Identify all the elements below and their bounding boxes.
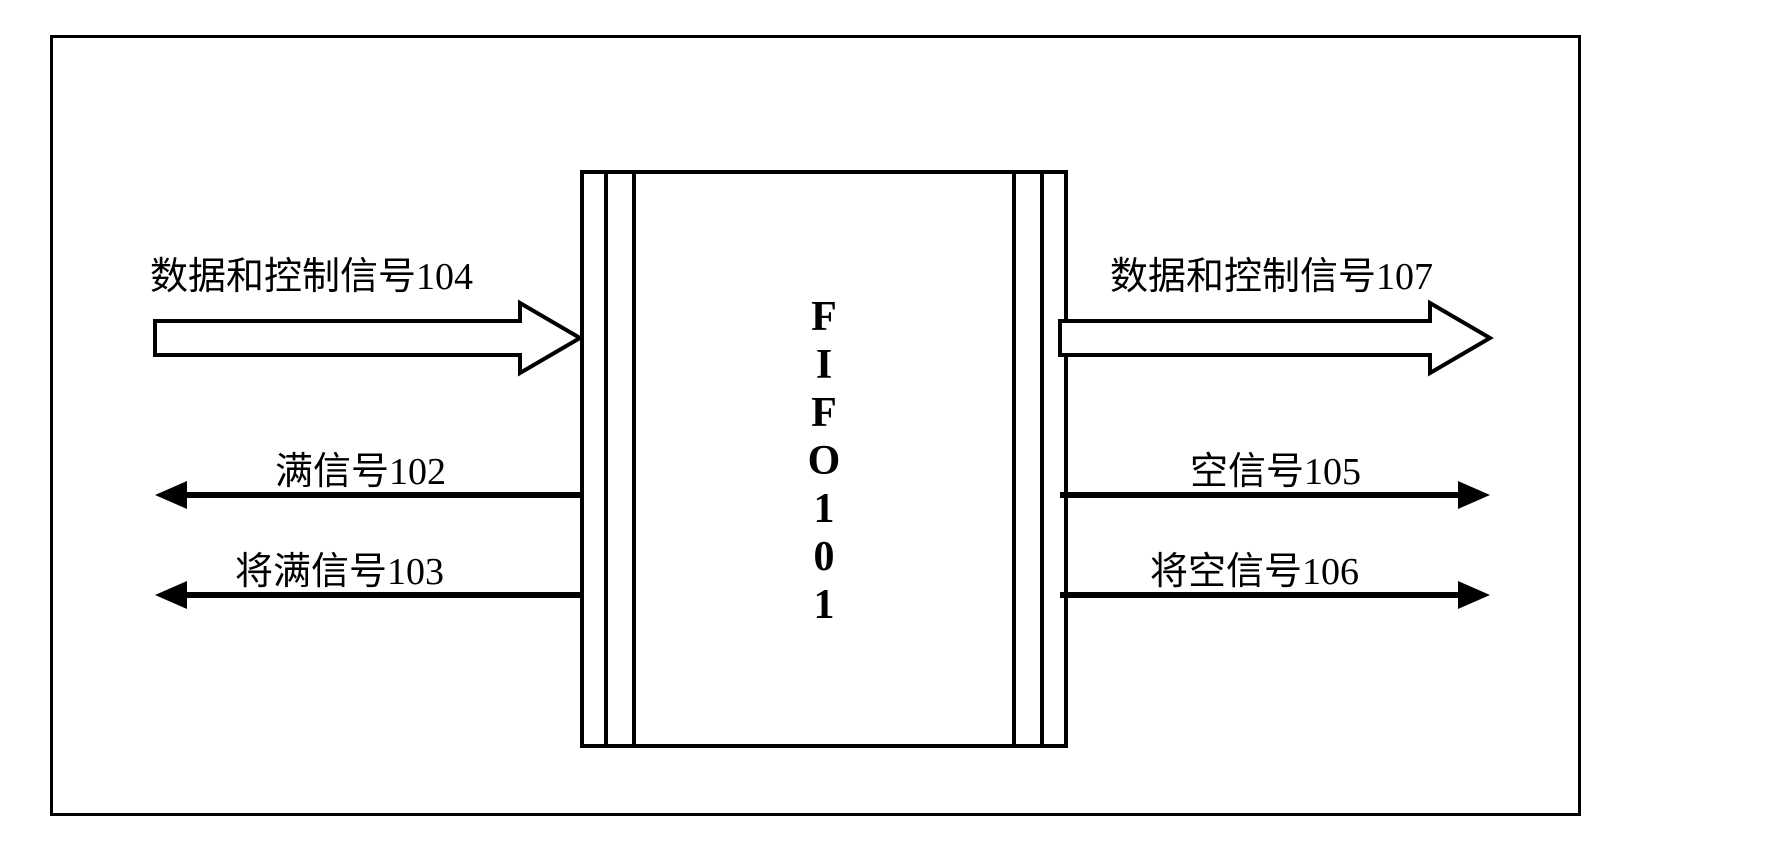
arrow-empty [1060,481,1490,509]
arrow-data-out [1060,303,1490,373]
label-data-ctrl-in: 数据和控制信号104 [150,245,473,300]
fifo-bar-left-2 [632,174,636,744]
diagram-canvas: FIFO101 数据和控制信号104 满信号102 将满信号103 数据和控制信… [0,0,1790,850]
fifo-label: FIFO101 [800,294,848,630]
arrow-almost-full [155,581,580,609]
arrow-data-in [155,303,580,373]
fifo-bar-right-1 [1040,174,1044,744]
arrow-almost-empty [1060,581,1490,609]
fifo-bar-right-2 [1012,174,1016,744]
arrow-full [155,481,580,509]
label-data-ctrl-out: 数据和控制信号107 [1110,245,1433,300]
fifo-block: FIFO101 [580,170,1068,748]
fifo-bar-left-1 [604,174,608,744]
